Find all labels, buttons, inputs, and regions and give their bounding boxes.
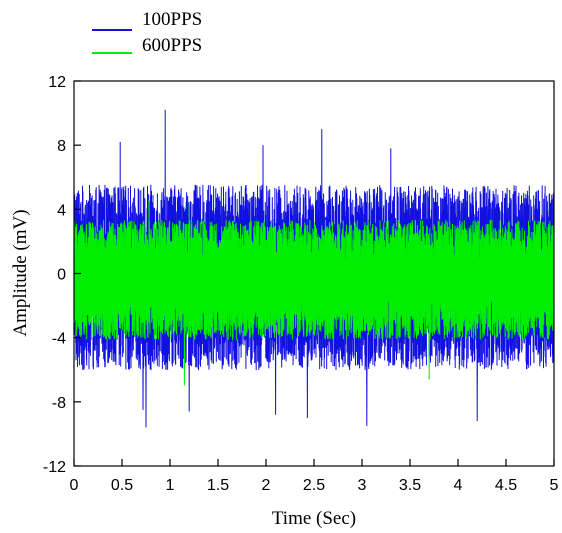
- y-axis-ticks: -12 -8 -4 0 4 8 12: [43, 74, 81, 476]
- x-tick-label: 1.5: [207, 477, 229, 494]
- legend-label-600pps: 600PPS: [142, 35, 202, 56]
- x-axis-ticks: 0 0.5 1 1.5 2 2.5 3 3.5 4 4.5 5: [70, 459, 559, 494]
- x-tick-label: 2: [262, 477, 271, 494]
- x-tick-label: 3: [358, 477, 367, 494]
- y-tick-label: 12: [48, 74, 66, 91]
- x-axis-label: Time (Sec): [272, 508, 356, 529]
- x-tick-label: 4: [454, 477, 463, 494]
- y-tick-label: 4: [57, 202, 66, 219]
- x-tick-label: 5: [550, 477, 559, 494]
- y-tick-label: 0: [57, 267, 66, 284]
- plot-series: [73, 109, 555, 428]
- x-tick-label: 1: [166, 477, 175, 494]
- y-tick-label: -8: [52, 395, 66, 412]
- y-tick-label: 8: [57, 138, 66, 155]
- x-tick-label: 2.5: [303, 477, 325, 494]
- y-tick-label: -4: [52, 331, 66, 348]
- x-tick-label: 0: [70, 477, 79, 494]
- x-tick-label: 3.5: [399, 477, 421, 494]
- legend: 100PPS 600PPS: [92, 9, 202, 56]
- series-line-600pps: [73, 199, 555, 386]
- x-tick-label: 4.5: [495, 477, 517, 494]
- y-tick-label: -12: [43, 459, 66, 476]
- x-tick-label: 0.5: [111, 477, 133, 494]
- legend-label-100pps: 100PPS: [142, 9, 202, 30]
- y-axis-label: Amplitude (mV): [10, 209, 31, 336]
